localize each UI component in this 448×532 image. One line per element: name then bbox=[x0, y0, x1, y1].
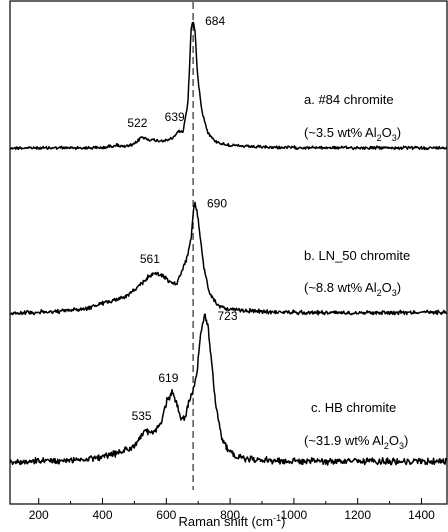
x-tick-label-800: 800 bbox=[220, 508, 240, 522]
spectrum-line-1 bbox=[9, 21, 448, 151]
x-axis-title-sup: -1 bbox=[273, 513, 281, 523]
peak-label-561: 561 bbox=[140, 252, 160, 266]
peak-label-639: 639 bbox=[165, 110, 185, 124]
svg-text:Raman shift (cm-1): Raman shift (cm-1) bbox=[179, 513, 286, 529]
x-axis-title-end: ) bbox=[281, 514, 285, 529]
series-name-a: a. #84 chromite bbox=[304, 92, 394, 107]
peak-label-522: 522 bbox=[127, 116, 147, 130]
peak-label-684: 684 bbox=[205, 14, 225, 28]
series-note-c: (~31.9 wt% Al2O3) bbox=[304, 433, 408, 451]
series-note-b: (~8.8 wt% Al2O3) bbox=[304, 280, 401, 298]
spectrum-traces bbox=[9, 21, 448, 466]
x-tick-label-600: 600 bbox=[156, 508, 176, 522]
x-tick-label-1200: 1200 bbox=[344, 508, 371, 522]
x-axis-ticks: 200 400 600 800 1000 1200 1400 bbox=[29, 498, 435, 522]
peak-labels: 522 639 684 561 690 535 619 723 bbox=[127, 14, 237, 423]
series-annotation-a: a. #84 chromite (~3.5 wt% Al2O3) bbox=[304, 92, 401, 143]
x-tick-label-1400: 1400 bbox=[408, 508, 435, 522]
x-tick-label-400: 400 bbox=[92, 508, 112, 522]
peak-label-535: 535 bbox=[132, 409, 152, 423]
series-name-c: c. HB chromite bbox=[311, 400, 396, 415]
plot-frame bbox=[9, 0, 448, 505]
x-tick-label-200: 200 bbox=[29, 508, 49, 522]
peak-label-619: 619 bbox=[158, 371, 178, 385]
x-tick-label-1000: 1000 bbox=[281, 508, 308, 522]
spectrum-line-3 bbox=[9, 313, 448, 466]
series-name-b: b. LN_50 chromite bbox=[304, 248, 410, 263]
x-axis-title-text: Raman shift (cm bbox=[179, 514, 274, 529]
x-axis-title: Raman shift (cm-1) bbox=[179, 513, 286, 529]
series-annotation-c: c. HB chromite (~31.9 wt% Al2O3) bbox=[304, 400, 408, 451]
spectrum-line-2 bbox=[9, 201, 448, 316]
series-note-a: (~3.5 wt% Al2O3) bbox=[304, 125, 401, 143]
series-annotation-b: b. LN_50 chromite (~8.8 wt% Al2O3) bbox=[304, 248, 410, 298]
peak-label-690: 690 bbox=[207, 197, 227, 211]
peak-label-723: 723 bbox=[218, 309, 238, 323]
